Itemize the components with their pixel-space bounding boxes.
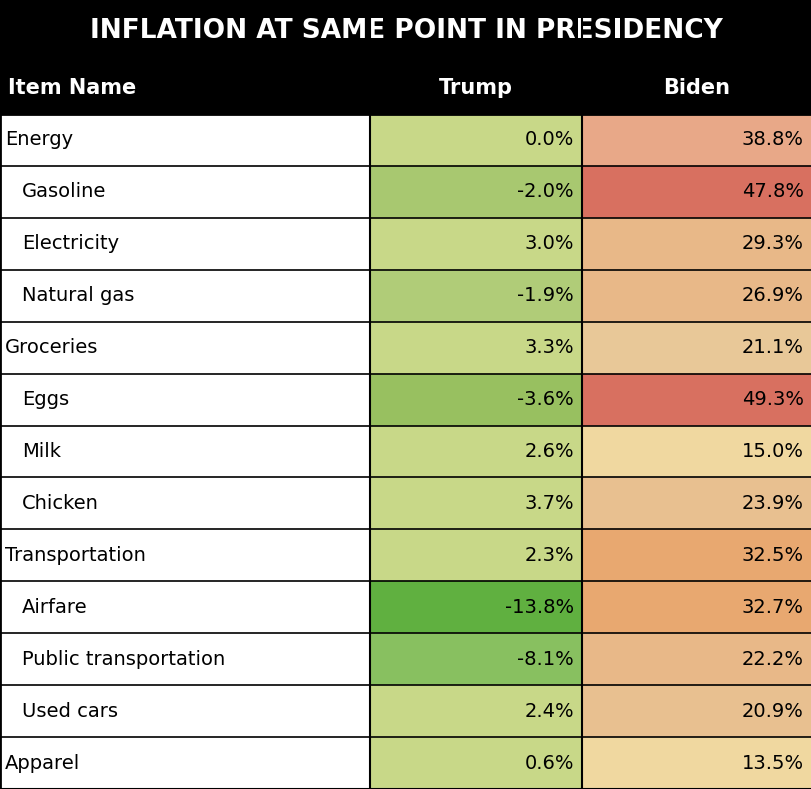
- Bar: [370, 634, 581, 685]
- Text: Airfare: Airfare: [22, 598, 88, 617]
- Bar: [581, 218, 811, 270]
- Bar: [581, 322, 811, 374]
- Bar: [370, 166, 581, 218]
- Bar: [581, 581, 811, 634]
- Bar: [581, 270, 811, 322]
- Bar: [581, 529, 811, 581]
- Bar: [0, 322, 370, 374]
- Bar: [581, 685, 811, 737]
- Bar: [370, 322, 581, 374]
- Text: -2.0%: -2.0%: [517, 182, 573, 201]
- Bar: [370, 218, 581, 270]
- Bar: [0, 425, 370, 477]
- Text: -8.1%: -8.1%: [517, 649, 573, 669]
- Text: 13.5%: 13.5%: [741, 753, 803, 772]
- Bar: [581, 166, 811, 218]
- Text: Transportation: Transportation: [5, 546, 146, 565]
- Bar: [0, 374, 370, 425]
- Text: 32.5%: 32.5%: [741, 546, 803, 565]
- Bar: [370, 685, 581, 737]
- Text: 47.8%: 47.8%: [741, 182, 803, 201]
- Text: 2.6%: 2.6%: [524, 442, 573, 461]
- Text: 0.0%: 0.0%: [524, 130, 573, 149]
- Bar: [370, 425, 581, 477]
- Text: Item Name: Item Name: [8, 78, 136, 98]
- Text: Groceries: Groceries: [5, 338, 98, 357]
- Bar: [370, 374, 581, 425]
- Text: Eggs: Eggs: [22, 390, 69, 409]
- Text: 3.3%: 3.3%: [524, 338, 573, 357]
- Text: INFLATION AT SAME POINT IN PRESIDENCY: INFLATION AT SAME POINT IN PRESIDENCY: [89, 18, 722, 44]
- Text: Chicken: Chicken: [22, 494, 99, 513]
- Text: 2.4%: 2.4%: [524, 701, 573, 720]
- Bar: [581, 114, 811, 166]
- Text: Biden: Biden: [663, 78, 730, 98]
- Text: 0.6%: 0.6%: [524, 753, 573, 772]
- Text: 15.0%: 15.0%: [741, 442, 803, 461]
- Bar: [370, 529, 581, 581]
- Text: Trump: Trump: [439, 78, 513, 98]
- Text: 26.9%: 26.9%: [741, 286, 803, 305]
- Text: 3.7%: 3.7%: [524, 494, 573, 513]
- Bar: [0, 737, 370, 789]
- Bar: [370, 270, 581, 322]
- Text: 21.1%: 21.1%: [741, 338, 803, 357]
- Bar: [581, 634, 811, 685]
- Bar: [0, 114, 370, 166]
- Bar: [581, 737, 811, 789]
- Text: Apparel: Apparel: [5, 753, 80, 772]
- Text: -13.8%: -13.8%: [504, 598, 573, 617]
- Bar: [581, 425, 811, 477]
- Bar: [0, 634, 370, 685]
- Text: 49.3%: 49.3%: [741, 390, 803, 409]
- Bar: [370, 737, 581, 789]
- Text: 3.0%: 3.0%: [524, 234, 573, 253]
- Text: Energy: Energy: [5, 130, 73, 149]
- Text: Milk: Milk: [22, 442, 61, 461]
- Text: 23.9%: 23.9%: [741, 494, 803, 513]
- Bar: [0, 62, 811, 114]
- Bar: [0, 685, 370, 737]
- Bar: [370, 477, 581, 529]
- Text: -1.9%: -1.9%: [517, 286, 573, 305]
- Text: 32.7%: 32.7%: [741, 598, 803, 617]
- Text: 29.3%: 29.3%: [741, 234, 803, 253]
- Text: Gasoline: Gasoline: [22, 182, 106, 201]
- Text: 20.9%: 20.9%: [741, 701, 803, 720]
- Text: Used cars: Used cars: [22, 701, 118, 720]
- Text: Public transportation: Public transportation: [22, 649, 225, 669]
- Bar: [370, 114, 581, 166]
- Text: Electricity: Electricity: [22, 234, 119, 253]
- Bar: [0, 477, 370, 529]
- Bar: [581, 374, 811, 425]
- Text: 22.2%: 22.2%: [741, 649, 803, 669]
- Bar: [0, 0, 811, 62]
- Bar: [0, 270, 370, 322]
- Text: Natural gas: Natural gas: [22, 286, 134, 305]
- Bar: [370, 581, 581, 634]
- Text: 38.8%: 38.8%: [741, 130, 803, 149]
- Bar: [0, 166, 370, 218]
- Bar: [0, 581, 370, 634]
- Bar: [581, 477, 811, 529]
- Text: 2.3%: 2.3%: [524, 546, 573, 565]
- Bar: [0, 529, 370, 581]
- Text: -3.6%: -3.6%: [517, 390, 573, 409]
- Bar: [0, 218, 370, 270]
